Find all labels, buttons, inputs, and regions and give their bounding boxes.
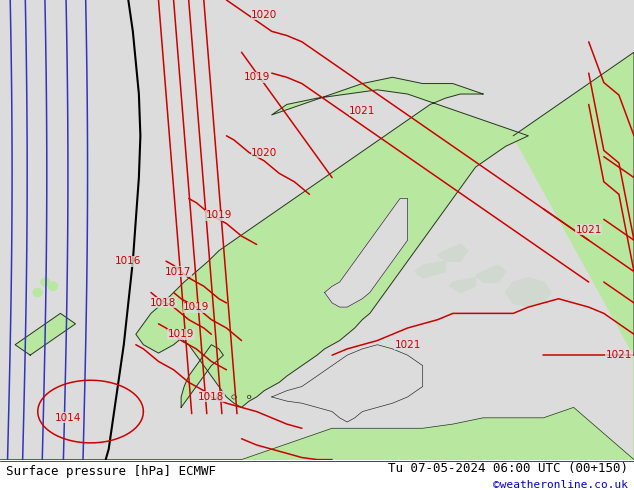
Text: 1017: 1017 <box>165 267 191 276</box>
Text: 1021: 1021 <box>605 350 632 360</box>
Polygon shape <box>0 407 634 460</box>
Polygon shape <box>415 261 445 278</box>
Polygon shape <box>232 395 236 399</box>
Text: 1019: 1019 <box>183 302 209 312</box>
Polygon shape <box>437 245 468 261</box>
Text: 1019: 1019 <box>168 329 195 339</box>
Polygon shape <box>476 265 506 282</box>
Polygon shape <box>247 395 251 398</box>
Text: 1019: 1019 <box>243 73 270 82</box>
Text: 1020: 1020 <box>251 147 277 157</box>
Text: 1020: 1020 <box>251 10 277 20</box>
Polygon shape <box>41 278 50 286</box>
Text: Tu 07-05-2024 06:00 UTC (00+150): Tu 07-05-2024 06:00 UTC (00+150) <box>387 462 628 475</box>
Text: ©weatheronline.co.uk: ©weatheronline.co.uk <box>493 480 628 490</box>
Polygon shape <box>216 394 222 399</box>
Text: 1018: 1018 <box>150 298 176 308</box>
Polygon shape <box>450 278 476 293</box>
Polygon shape <box>506 278 551 307</box>
Text: 1019: 1019 <box>205 210 232 220</box>
Text: 1021: 1021 <box>576 225 602 235</box>
Polygon shape <box>325 198 408 307</box>
Text: 1018: 1018 <box>198 392 224 402</box>
Text: 1014: 1014 <box>55 413 81 423</box>
Polygon shape <box>15 314 75 355</box>
Polygon shape <box>514 52 634 460</box>
Polygon shape <box>136 77 528 407</box>
Polygon shape <box>48 282 57 290</box>
Polygon shape <box>272 345 423 422</box>
Text: Surface pressure [hPa] ECMWF: Surface pressure [hPa] ECMWF <box>6 465 216 478</box>
Polygon shape <box>181 345 223 407</box>
Polygon shape <box>33 289 42 296</box>
Text: 1021: 1021 <box>349 106 375 116</box>
Text: 1016: 1016 <box>115 256 141 266</box>
Text: 1021: 1021 <box>394 340 421 350</box>
